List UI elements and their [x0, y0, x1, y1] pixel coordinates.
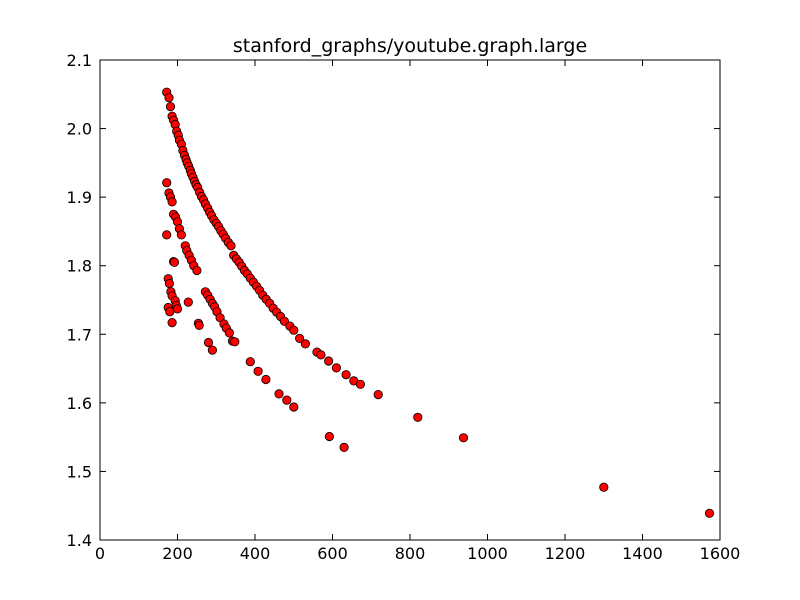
data-point [164, 93, 174, 103]
data-point [253, 366, 263, 376]
x-tick-label: 1000 [467, 544, 508, 563]
data-point [324, 431, 334, 442]
chart-title: stanford_graphs/youtube.graph.large [233, 35, 587, 57]
data-point [167, 317, 177, 328]
data-point [192, 265, 202, 276]
data-point [165, 102, 176, 112]
x-tick-label: 400 [240, 544, 271, 563]
data-point [331, 363, 341, 373]
data-point [704, 508, 715, 518]
y-tick-label: 2.0 [67, 120, 92, 139]
data-point [162, 178, 172, 188]
data-point [226, 241, 236, 251]
y-tick-label: 1.8 [67, 257, 92, 276]
data-point [274, 389, 284, 399]
data-point [341, 370, 351, 380]
data-point [282, 395, 292, 405]
data-point [413, 412, 423, 422]
x-tick-label: 1400 [622, 544, 663, 563]
data-point [207, 345, 217, 355]
data-point [316, 350, 326, 360]
data-point [323, 356, 334, 366]
data-point [300, 339, 310, 349]
data-point [599, 482, 609, 492]
data-point [289, 325, 299, 335]
data-point [183, 297, 193, 307]
y-tick-label: 1.9 [67, 188, 92, 207]
data-point [162, 230, 172, 240]
x-tick-label: 1200 [545, 544, 586, 563]
y-tick-label: 1.5 [67, 462, 92, 481]
x-tick-label: 1600 [700, 544, 741, 563]
data-point [230, 337, 240, 347]
x-tick-label: 200 [162, 544, 193, 563]
data-point [172, 304, 183, 314]
y-tick-label: 1.4 [67, 531, 92, 550]
data-point [224, 328, 234, 338]
data-point [165, 307, 175, 317]
points-layer [162, 87, 715, 518]
y-tick-label: 1.7 [67, 325, 92, 344]
y-tick-label: 2.1 [67, 51, 92, 70]
data-point [355, 379, 365, 389]
y-tick-label: 1.6 [67, 394, 92, 413]
x-tick-label: 800 [395, 544, 426, 563]
data-point [194, 320, 204, 330]
data-point [458, 433, 469, 443]
data-point [339, 442, 349, 452]
data-point [167, 197, 177, 207]
data-point [203, 337, 214, 348]
data-point [373, 389, 383, 400]
data-point [294, 333, 305, 343]
data-point [245, 357, 255, 367]
data-point [289, 402, 299, 412]
data-point [169, 257, 179, 267]
x-tick-label: 600 [317, 544, 348, 563]
data-point [261, 374, 271, 385]
x-tick-label: 0 [95, 544, 105, 563]
ticks-layer: 0 200 400 600 800 1000 1200 1400 1600 1.4 1.5 1.6 1.… [67, 51, 741, 563]
data-point [164, 278, 174, 289]
data-point [176, 230, 186, 240]
